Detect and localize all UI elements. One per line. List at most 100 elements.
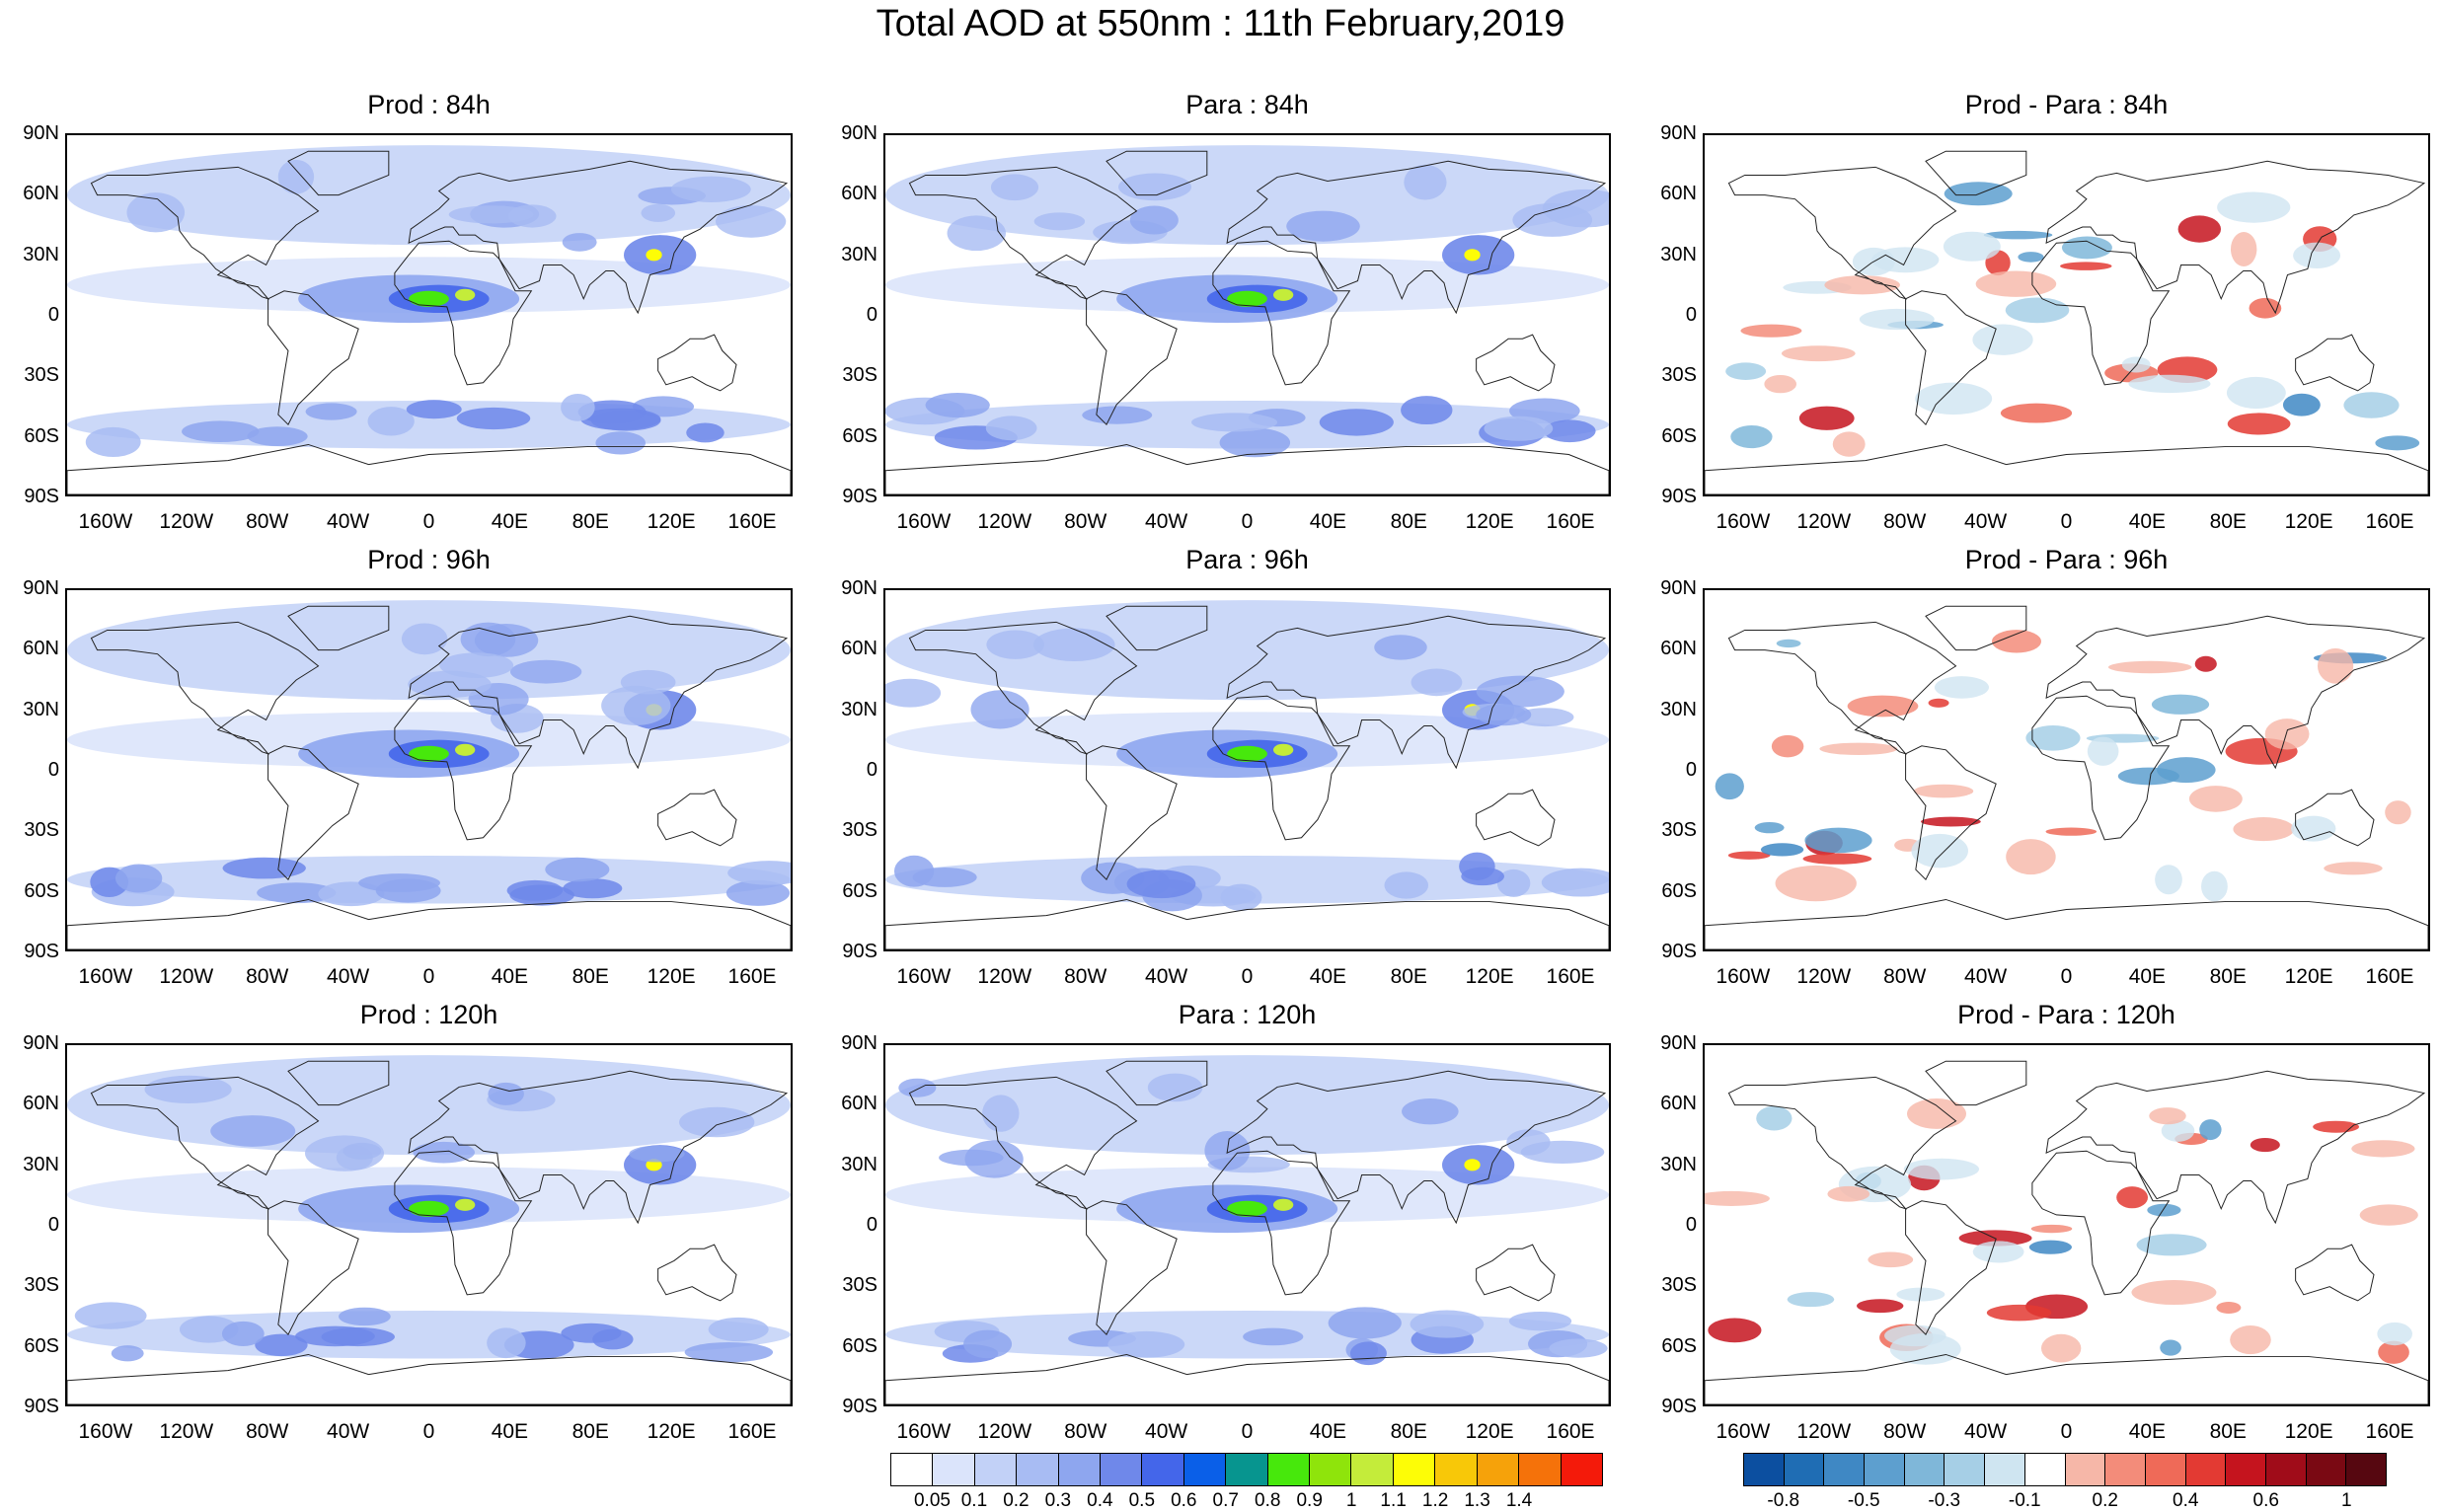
field-patch <box>460 622 516 657</box>
field-patch <box>646 249 662 262</box>
field-patch <box>1549 1338 1608 1358</box>
field-patch <box>2116 1186 2149 1209</box>
coastline <box>1106 605 1208 651</box>
field-patch <box>409 290 449 307</box>
field-patch <box>1476 704 1532 726</box>
map-field <box>885 600 1609 949</box>
field-patch <box>563 878 623 899</box>
field-patch <box>182 420 260 443</box>
colorbar-label: 0.1 <box>960 1490 988 1511</box>
lat-tick-label: 60N <box>23 638 59 660</box>
field-patch <box>885 855 1609 904</box>
field-patch <box>1461 867 1504 886</box>
colorbar-label: 1.3 <box>1464 1490 1490 1511</box>
lon-tick-label: 160E <box>2365 965 2414 988</box>
field-patch <box>439 652 514 679</box>
lon-tick-label: 120E <box>1465 1420 1514 1443</box>
field-patch <box>1983 230 2053 240</box>
colorbar-label: 0.6 <box>2252 1490 2279 1511</box>
lon-tick-label: 40E <box>1309 1420 1347 1443</box>
field-patch <box>1543 419 1596 443</box>
field-patch <box>2313 1120 2360 1133</box>
field-patch <box>2264 718 2310 750</box>
coastline <box>267 1200 359 1336</box>
field-patch <box>2317 647 2354 684</box>
field-patch <box>126 192 186 233</box>
colorbar-swatch <box>974 1454 1018 1485</box>
field-patch <box>456 407 531 430</box>
panel-title: Prod : 84h <box>367 90 491 119</box>
colorbar-swatch <box>2265 1454 2307 1485</box>
field-patch <box>1832 431 1866 457</box>
field-patch <box>2161 1119 2195 1142</box>
lon-tick-label: 0 <box>422 510 435 533</box>
lat-tick-label: 60N <box>841 638 877 660</box>
lon-tick-label: 160W <box>896 510 952 533</box>
coastline <box>1212 695 1351 841</box>
field-patch <box>1928 698 1949 708</box>
coastline <box>2031 695 2171 841</box>
field-patch <box>509 659 582 684</box>
field-patch <box>454 288 476 301</box>
field-patch <box>898 1078 937 1097</box>
lon-tick-label: 40W <box>1145 510 1188 533</box>
colorbar-swatch <box>2145 1454 2186 1485</box>
field-patch <box>2000 403 2073 423</box>
colorbar-swatch <box>1058 1454 1102 1485</box>
lat-tick-label: 90S <box>24 941 59 962</box>
lat-tick-label: 0 <box>47 1214 59 1236</box>
field-patch <box>885 1055 1609 1156</box>
map-field <box>1705 605 2428 949</box>
field-patch <box>2199 1119 2222 1141</box>
field-patch <box>210 1115 296 1147</box>
field-patch <box>620 669 676 695</box>
map-panel-prod-84 <box>65 133 793 496</box>
lat-tick-label: 30N <box>23 243 59 265</box>
lon-tick-label: 80E <box>1390 1420 1427 1443</box>
lon-tick-label: 80E <box>1390 510 1427 533</box>
lon-tick-label: 120E <box>2284 1420 2333 1443</box>
field-patch <box>2230 1325 2271 1355</box>
map-field <box>67 145 791 494</box>
field-patch <box>1975 270 2057 297</box>
field-patch <box>74 1302 147 1329</box>
lat-tick-label: 90N <box>1660 577 1697 599</box>
lon-tick-label: 120W <box>1796 1420 1852 1443</box>
field-patch <box>1725 362 1767 380</box>
field-patch <box>990 174 1039 201</box>
coastline <box>1925 1060 2027 1106</box>
coastline <box>267 290 359 426</box>
lon-tick-label: 160E <box>1546 1420 1595 1443</box>
lon-tick-label: 40W <box>1145 1420 1188 1443</box>
panel-title: Prod - Para : 84h <box>1964 90 2169 119</box>
field-patch <box>1913 784 1974 798</box>
lon-tick-label: 0 <box>422 965 435 988</box>
lat-tick-label: 30N <box>23 1153 59 1175</box>
field-patch <box>1715 773 1744 800</box>
lat-tick-label: 0 <box>47 304 59 326</box>
coastline <box>885 898 1609 949</box>
lat-tick-label: 60S <box>842 879 877 902</box>
lat-tick-label: 30N <box>1660 698 1697 720</box>
field-patch <box>67 145 791 246</box>
panel-title: Prod - Para : 120h <box>1957 1000 2175 1029</box>
field-patch <box>2343 392 2400 418</box>
lat-tick-label: 30S <box>1661 1274 1697 1297</box>
field-patch <box>1374 635 1427 660</box>
field-patch <box>2155 865 2182 895</box>
field-patch <box>2087 736 2119 766</box>
field-patch <box>406 400 462 419</box>
lat-tick-label: 30N <box>841 243 877 265</box>
coastline <box>1226 160 1607 315</box>
field-patch <box>1410 1310 1485 1338</box>
lat-tick-label: 90N <box>1660 122 1697 144</box>
lat-tick-label: 90N <box>1660 1032 1697 1054</box>
lat-tick-label: 60S <box>1661 1334 1697 1357</box>
lat-tick-label: 0 <box>866 304 877 326</box>
field-patch <box>1804 827 1872 854</box>
lon-tick-label: 120W <box>1796 965 1852 988</box>
field-patch <box>885 678 942 708</box>
field-patch <box>1827 1185 1870 1202</box>
lon-tick-label: 80E <box>572 965 609 988</box>
field-patch <box>115 864 163 893</box>
